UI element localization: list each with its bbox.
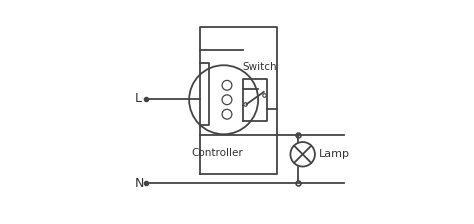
Text: N: N xyxy=(135,177,144,190)
Text: Switch: Switch xyxy=(243,62,277,72)
Text: Lamp: Lamp xyxy=(319,149,350,159)
Text: L: L xyxy=(135,92,142,105)
Text: Controller: Controller xyxy=(191,148,243,158)
